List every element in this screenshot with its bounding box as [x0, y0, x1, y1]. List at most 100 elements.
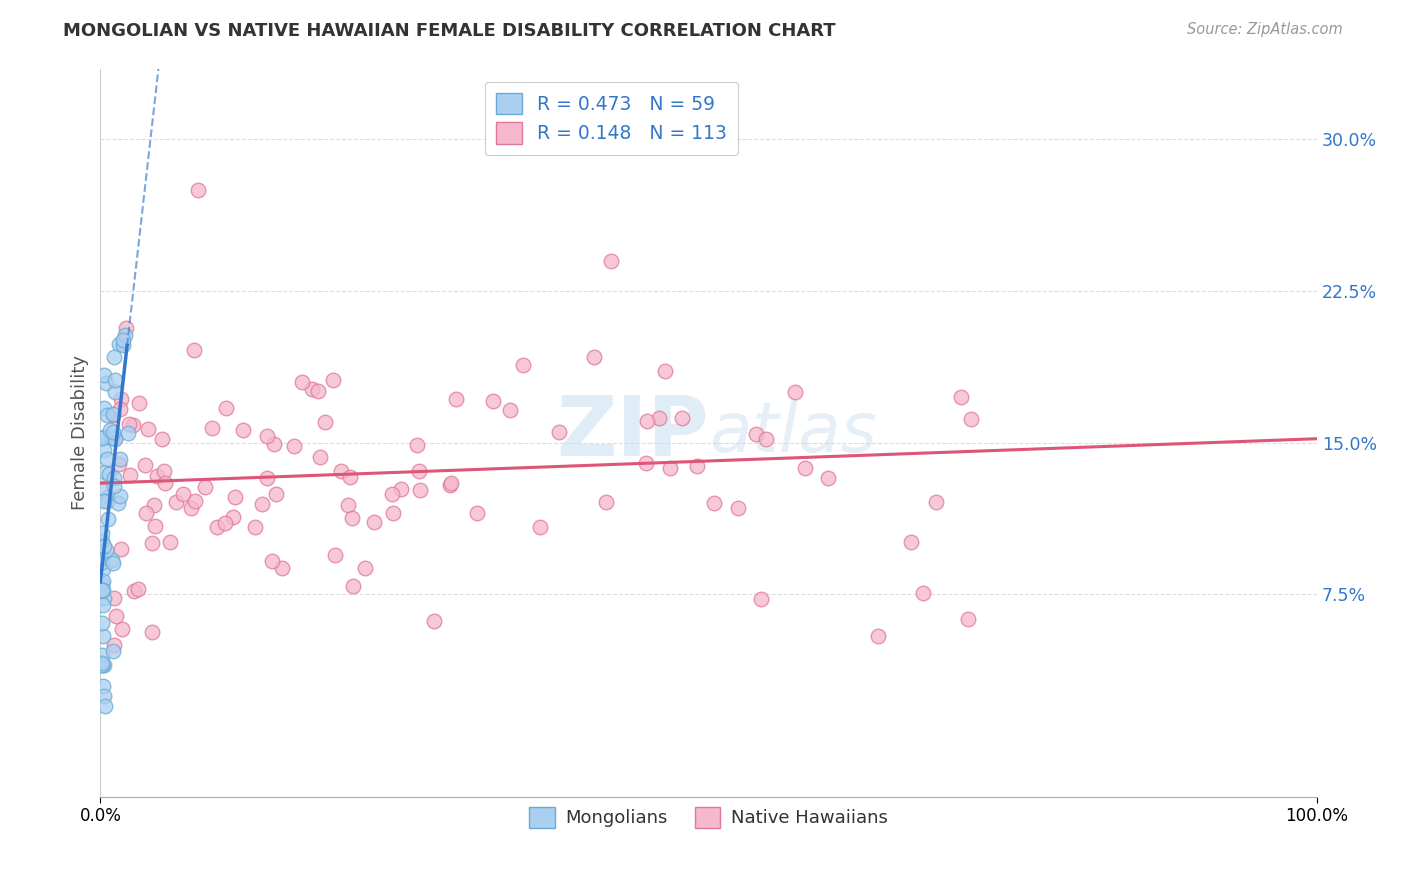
Point	[363, 516, 385, 530]
Point	[117, 417, 139, 431]
Point	[142, 498, 165, 512]
Point	[751, 591, 773, 606]
Point	[866, 629, 889, 643]
Point	[205, 520, 228, 534]
Point	[271, 561, 294, 575]
Point	[94, 542, 117, 557]
Point	[482, 393, 505, 408]
Point	[423, 614, 446, 628]
Point	[93, 591, 115, 605]
Point	[104, 609, 127, 624]
Point	[658, 461, 681, 475]
Point	[93, 481, 115, 495]
Point	[159, 534, 181, 549]
Point	[94, 698, 117, 713]
Legend: Mongolians, Native Hawaiians: Mongolians, Native Hawaiians	[522, 800, 896, 835]
Point	[111, 338, 134, 352]
Point	[91, 562, 114, 576]
Point	[90, 576, 112, 591]
Point	[409, 483, 432, 497]
Point	[354, 560, 377, 574]
Point	[957, 612, 980, 626]
Point	[93, 658, 115, 673]
Point	[97, 512, 120, 526]
Point	[391, 482, 413, 496]
Point	[93, 539, 115, 553]
Point	[263, 437, 285, 451]
Point	[172, 487, 194, 501]
Point	[301, 383, 323, 397]
Point	[90, 526, 112, 541]
Point	[135, 507, 157, 521]
Text: Source: ZipAtlas.com: Source: ZipAtlas.com	[1187, 22, 1343, 37]
Point	[101, 407, 124, 421]
Point	[104, 374, 127, 388]
Point	[94, 465, 117, 479]
Point	[307, 384, 329, 399]
Point	[600, 253, 623, 268]
Point	[101, 553, 124, 567]
Point	[101, 432, 124, 446]
Point	[93, 494, 115, 508]
Point	[636, 414, 658, 428]
Point	[382, 506, 405, 520]
Point	[959, 412, 981, 426]
Point	[90, 657, 112, 671]
Point	[183, 343, 205, 357]
Point	[93, 442, 115, 457]
Point	[252, 497, 274, 511]
Point	[309, 450, 332, 465]
Point	[110, 541, 132, 556]
Point	[96, 493, 118, 508]
Point	[783, 385, 806, 400]
Point	[111, 333, 134, 347]
Point	[745, 427, 768, 442]
Point	[314, 416, 336, 430]
Point	[91, 648, 114, 663]
Point	[141, 536, 163, 550]
Point	[793, 461, 815, 475]
Point	[201, 421, 224, 435]
Point	[90, 555, 112, 569]
Point	[256, 428, 278, 442]
Point	[222, 509, 245, 524]
Point	[96, 451, 118, 466]
Point	[111, 622, 134, 636]
Point	[127, 582, 149, 597]
Point	[90, 616, 112, 631]
Point	[256, 471, 278, 485]
Point	[583, 350, 606, 364]
Y-axis label: Female Disability: Female Disability	[72, 355, 89, 510]
Point	[444, 392, 467, 407]
Point	[101, 425, 124, 439]
Point	[703, 496, 725, 510]
Point	[194, 480, 217, 494]
Point	[103, 644, 125, 658]
Point	[283, 440, 305, 454]
Point	[90, 431, 112, 445]
Point	[224, 491, 246, 505]
Text: MONGOLIAN VS NATIVE HAWAIIAN FEMALE DISABILITY CORRELATION CHART: MONGOLIAN VS NATIVE HAWAIIAN FEMALE DISA…	[63, 22, 837, 40]
Point	[925, 495, 948, 509]
Point	[104, 432, 127, 446]
Point	[91, 629, 114, 643]
Point	[406, 438, 429, 452]
Point	[153, 464, 176, 478]
Point	[104, 431, 127, 445]
Point	[911, 586, 934, 600]
Point	[152, 433, 174, 447]
Point	[187, 183, 209, 197]
Point	[93, 401, 115, 415]
Point	[91, 679, 114, 693]
Point	[103, 479, 125, 493]
Point	[214, 516, 236, 530]
Point	[104, 385, 127, 400]
Point	[439, 477, 461, 491]
Point	[260, 554, 283, 568]
Point	[548, 425, 571, 439]
Text: atlas: atlas	[709, 399, 877, 467]
Point	[440, 475, 463, 490]
Point	[96, 408, 118, 422]
Point	[949, 390, 972, 404]
Point	[529, 520, 551, 534]
